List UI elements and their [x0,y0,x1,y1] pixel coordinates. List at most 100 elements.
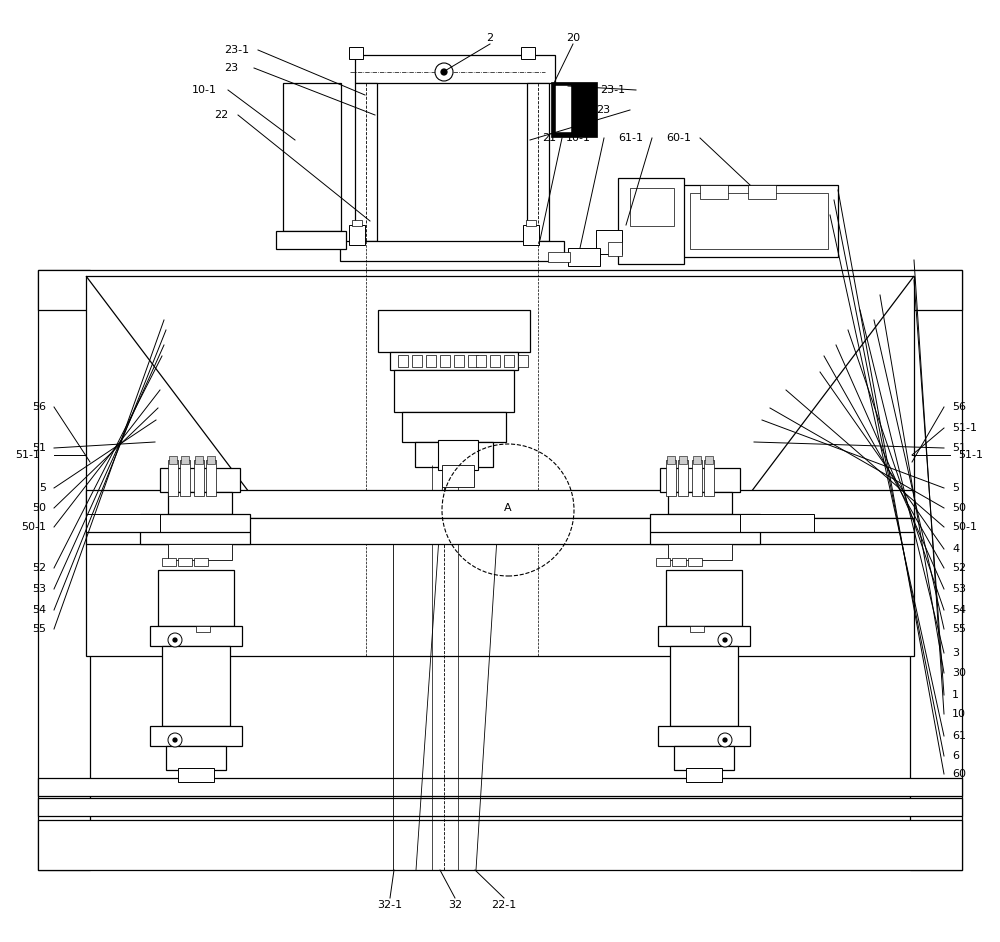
Text: 22: 22 [214,110,228,120]
Text: 51: 51 [32,443,46,453]
Bar [390,352,518,370]
Text: 3: 3 [952,648,959,658]
Bar [490,355,500,367]
Bar [442,465,474,487]
Bar [352,220,362,226]
Bar [166,746,226,770]
Bar [454,355,464,367]
Bar [38,798,962,816]
Bar [666,570,742,626]
Text: 61-1: 61-1 [618,133,643,143]
Bar [162,558,176,566]
Bar [283,83,341,231]
Text: 50-1: 50-1 [952,522,977,532]
Bar [748,185,776,199]
Bar [692,460,702,496]
Text: 21: 21 [542,133,556,143]
Bar [86,276,914,656]
Text: 56: 56 [32,402,46,412]
Circle shape [718,633,732,647]
Bar [349,225,365,245]
Circle shape [168,733,182,747]
Bar [162,646,230,726]
Bar [86,514,160,532]
Text: 1: 1 [952,690,959,700]
Text: 4: 4 [952,544,959,554]
Bar [415,442,493,467]
Bar [140,514,250,544]
Bar [150,626,242,646]
Text: A: A [504,503,512,513]
Text: 50-1: 50-1 [21,522,46,532]
Bar [402,412,506,442]
Circle shape [435,63,453,81]
Bar [674,746,734,770]
Text: 6: 6 [952,751,959,761]
Bar [38,270,90,870]
Text: 51-1: 51-1 [15,450,40,460]
Bar [693,456,701,464]
Bar [394,370,514,412]
Bar [690,193,828,249]
Bar [349,47,363,59]
Bar [666,460,676,496]
Bar [670,646,738,726]
Text: 51-1: 51-1 [952,423,977,433]
Text: 2: 2 [486,33,494,43]
Text: 52: 52 [952,563,966,573]
Bar [160,468,240,492]
Text: 55: 55 [952,624,966,634]
Bar [378,310,530,352]
Bar [178,768,214,782]
Bar [656,558,670,566]
Bar [504,355,514,367]
Bar [667,456,675,464]
Bar [38,778,962,796]
Bar [596,230,622,254]
Bar [672,558,686,566]
Bar [568,248,600,266]
Text: 23-1: 23-1 [600,85,625,95]
Text: 10: 10 [952,709,966,719]
Bar [668,544,732,560]
Text: 5: 5 [39,483,46,493]
Bar [355,55,555,83]
Bar [608,242,622,256]
Bar [398,355,408,367]
Bar [168,492,232,514]
Text: 23: 23 [224,63,238,73]
Text: 53: 53 [32,584,46,594]
Text: 20: 20 [566,33,580,43]
Circle shape [723,638,727,642]
Text: 53: 53 [952,584,966,594]
Text: 32-1: 32-1 [377,900,403,910]
Bar [150,726,242,746]
Text: 50: 50 [32,503,46,513]
Bar [678,460,688,496]
Bar [650,514,760,544]
Text: 52: 52 [32,563,46,573]
Bar [658,726,750,746]
Bar [178,558,192,566]
Bar [704,460,714,496]
Text: 22-1: 22-1 [491,900,517,910]
Circle shape [173,638,177,642]
Bar [527,83,549,241]
Text: 10-1: 10-1 [192,85,217,95]
Bar [548,252,570,262]
Bar [194,558,208,566]
Bar [686,768,722,782]
Text: 51: 51 [952,443,966,453]
Text: 5: 5 [952,483,959,493]
Circle shape [723,738,727,742]
Text: 30: 30 [952,668,966,678]
Bar [521,47,535,59]
Text: 51-1: 51-1 [958,450,983,460]
Bar [688,558,702,566]
Bar [426,355,436,367]
Bar [476,355,486,367]
Bar [658,626,750,646]
Bar [206,460,216,496]
Bar [680,185,838,257]
Circle shape [718,733,732,747]
